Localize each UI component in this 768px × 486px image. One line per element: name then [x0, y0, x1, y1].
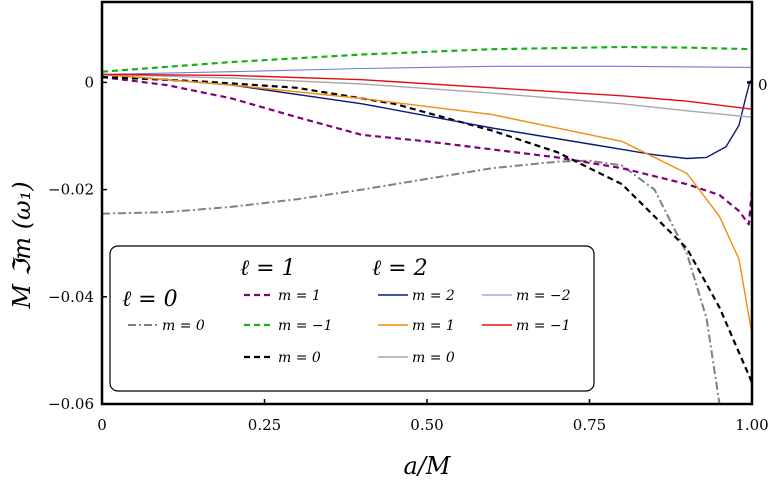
y-tick-label-3: −0.06 [48, 395, 94, 413]
x-tick-label-2: 0.50 [410, 416, 443, 434]
x-axis: 0 0.25 0.50 0.75 1.00 [97, 399, 768, 434]
x-tick-label-1: 0.25 [248, 416, 281, 434]
legend: ℓ = 0 ℓ = 1 ℓ = 2 m = 0m = 1m = −1m = 0m… [109, 245, 595, 392]
x-tick-label-3: 0.75 [573, 416, 606, 434]
legend-label-5: m = 1 [412, 318, 455, 334]
x-tick-label-4: 1.00 [735, 416, 768, 434]
series-lines [102, 45, 752, 404]
x-tick-label-0: 0 [97, 416, 107, 434]
right-zero-marker-label: 0 [758, 76, 768, 94]
legend-heading-l2: ℓ = 2 [372, 256, 428, 281]
legend-heading-l1: ℓ = 1 [240, 256, 296, 281]
x-axis-title: a/M [404, 452, 452, 480]
series-line-4 [102, 73, 752, 160]
legend-label-2: m = −1 [278, 318, 333, 334]
legend-label-0: m = 0 [162, 318, 205, 334]
y-axis: 0 −0.02 −0.04 −0.06 [48, 73, 107, 413]
y-tick-label-1: −0.02 [48, 181, 94, 199]
y-tick-label-2: −0.04 [48, 288, 94, 306]
legend-label-1: m = 1 [278, 288, 321, 304]
legend-heading-l0: ℓ = 0 [122, 287, 178, 312]
legend-label-6: m = 0 [412, 350, 455, 366]
series-line-1 [102, 75, 752, 226]
series-line-6 [102, 73, 752, 118]
legend-box [109, 245, 595, 392]
legend-entries: m = 0 m = 1 m = −1 m = 0 m = 2 m = 1 m = 0 m = … [128, 288, 571, 366]
legend-label-7: m = −2 [516, 288, 571, 304]
series-line-3 [102, 75, 752, 384]
y-axis-title: M ℑm (ω₁) [8, 181, 36, 309]
series-line-5 [102, 73, 752, 335]
y-tick-label-0: 0 [84, 73, 94, 91]
legend-label-8: m = −1 [516, 318, 571, 334]
series-line-2 [102, 45, 752, 73]
series-line-8 [102, 73, 752, 110]
legend-label-3: m = 0 [278, 350, 321, 366]
legend-label-4: m = 2 [412, 288, 455, 304]
series-line-7 [102, 65, 752, 75]
